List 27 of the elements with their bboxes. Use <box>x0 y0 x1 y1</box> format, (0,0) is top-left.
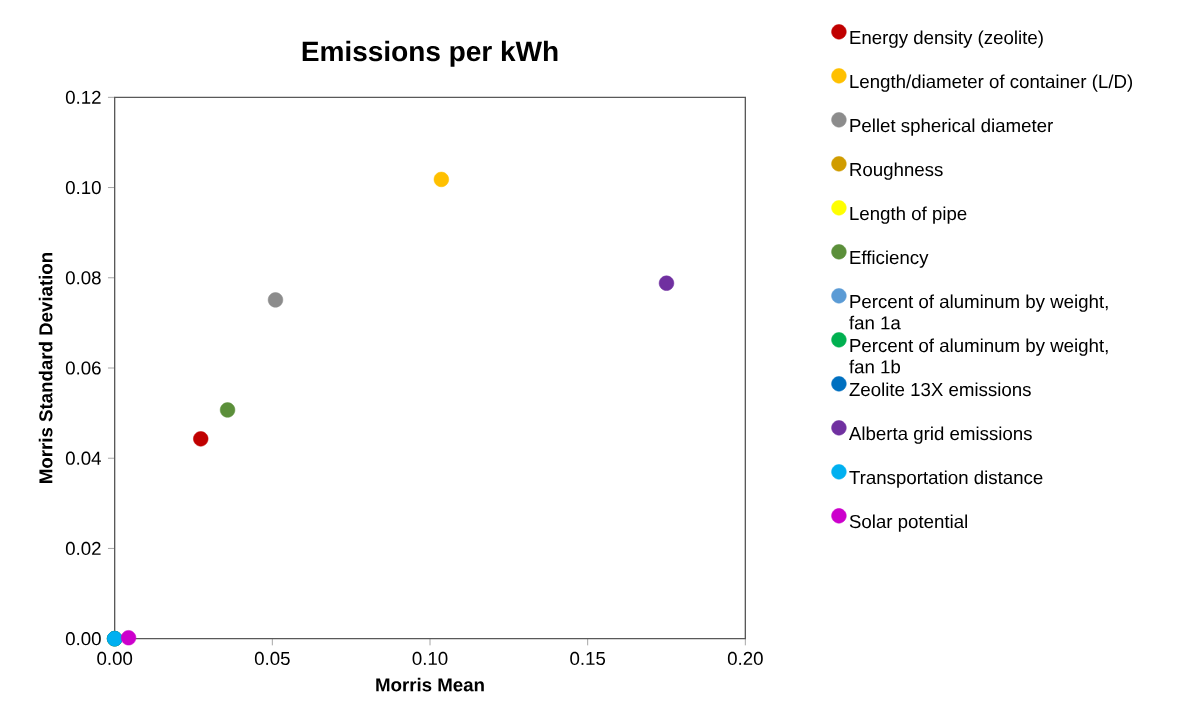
legend-label: Solar potential <box>849 514 967 532</box>
x-tick-label: 0.00 <box>97 651 133 666</box>
x-axis-title: Morris Mean <box>376 677 484 692</box>
y-tick-label: 0.00 <box>65 632 101 646</box>
y-tick-label: 0.04 <box>65 451 101 465</box>
x-tick-label: 0.05 <box>254 651 290 666</box>
legend-label: Energy density (zeolite) <box>850 30 1043 48</box>
y-tick-label: 0.02 <box>65 541 101 556</box>
legend-label: Percent of aluminum by weight, fan 1b <box>849 338 1108 374</box>
y-tick-label: 0.12 <box>65 90 101 105</box>
x-tick-label: 0.10 <box>412 651 448 666</box>
x-tick-label: 0.20 <box>727 651 763 666</box>
legend-label: Length of pipe <box>850 206 967 224</box>
legend-label: Length/diameter of container (L/D) <box>850 74 1133 92</box>
x-tick-label: 0.15 <box>570 651 606 666</box>
y-tick-label: 0.06 <box>65 361 101 375</box>
y-tick-label: 0.10 <box>65 181 101 195</box>
legend-label: Zeolite 13X emissions <box>849 382 1031 397</box>
legend-label: Transportation distance <box>849 470 1043 488</box>
legend-label: Roughness <box>850 162 943 180</box>
y-tick-label: 0.08 <box>65 271 101 285</box>
legend-label: Percent of aluminum by weight, fan 1a <box>849 294 1108 330</box>
chart-title: Emissions per kWh <box>302 40 558 67</box>
legend-label: Efficiency <box>850 250 929 268</box>
legend-label: Pellet spherical diameter <box>850 118 1053 136</box>
legend-label: Alberta grid emissions <box>848 426 1032 444</box>
y-axis-title: Morris Standard Deviation <box>38 253 53 484</box>
